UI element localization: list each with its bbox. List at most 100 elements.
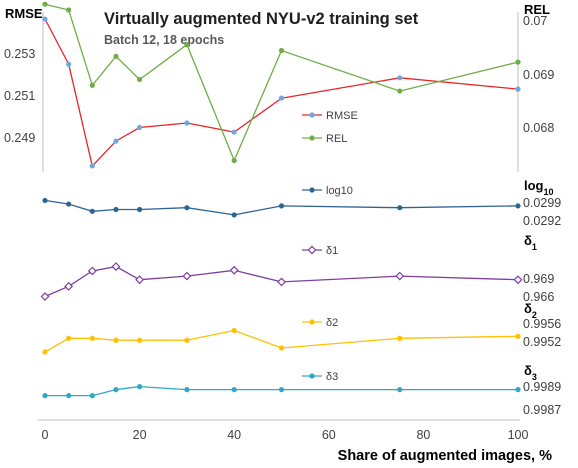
data-point-log10 — [231, 212, 237, 218]
data-point-log10 — [137, 206, 143, 213]
legend-marker — [309, 112, 315, 118]
series-line-REL — [44, 3, 519, 163]
series-line-δ1 — [44, 265, 519, 298]
data-point-RMSE — [113, 138, 119, 144]
right-axis-label-top: REL — [524, 2, 550, 17]
data-point-REL — [66, 7, 72, 13]
chart-subtitle: Batch 12, 18 epochs — [104, 33, 224, 47]
data-point-δ1 — [229, 265, 239, 275]
left-tick-label: 0.249 — [4, 131, 35, 145]
data-point-δ3 — [113, 387, 119, 393]
legend: RMSE REL log10 δ1 δ2 δ3 — [302, 110, 358, 383]
series-REL — [42, 1, 521, 164]
series-log10 — [42, 197, 521, 218]
data-point-δ3 — [397, 387, 403, 393]
data-point-REL — [184, 42, 190, 48]
data-point-log10 — [113, 206, 119, 213]
left-tick-label: 0.251 — [4, 89, 35, 103]
data-point-δ3 — [137, 384, 143, 390]
panel-d2: δ20.9956 0.9952 — [42, 301, 561, 355]
panels: REL0.070.0690.068RMSE0.2530.2510.249log1… — [4, 1, 561, 417]
data-point-δ1 — [64, 281, 74, 291]
data-point-δ1 — [111, 262, 121, 272]
data-point-REL — [515, 59, 521, 65]
right-tick-label-d1: 0.969 — [523, 272, 554, 286]
data-point-δ3 — [278, 387, 285, 393]
data-point-δ2 — [515, 333, 521, 339]
right-tick-label-log10: 0.0299 — [523, 196, 561, 210]
data-point-δ1 — [87, 266, 97, 276]
data-point-REL — [42, 1, 48, 7]
data-point-RMSE — [42, 16, 48, 22]
series-line-RMSE — [44, 18, 519, 168]
data-point-log10 — [397, 205, 403, 211]
legend-label: δ1 — [326, 245, 338, 257]
data-point-REL — [89, 82, 95, 88]
right-axis-label-d3: δ3 — [524, 363, 537, 382]
legend-marker — [309, 187, 315, 193]
series-line-log10 — [44, 199, 519, 216]
data-point-log10 — [66, 201, 72, 207]
data-point-δ3 — [184, 387, 190, 393]
data-point-δ2 — [137, 337, 143, 343]
chart-title: Virtually augmented NYU-v2 training set — [104, 10, 419, 28]
series-δ2 — [42, 327, 521, 355]
data-point-REL — [278, 47, 285, 54]
data-point-log10 — [89, 208, 95, 214]
data-point-δ2 — [231, 327, 237, 334]
data-point-δ2 — [66, 335, 72, 341]
series-line-δ2 — [44, 329, 519, 353]
legend-item-REL: REL — [302, 133, 347, 145]
right-tick-label-log10: 0.0292 — [523, 214, 561, 228]
data-point-δ1 — [40, 292, 50, 301]
right-tick-label-d1: 0.966 — [523, 290, 554, 304]
data-point-RMSE — [137, 124, 143, 131]
legend-item-log10: log10 — [302, 185, 353, 197]
data-point-δ3 — [66, 393, 72, 399]
data-point-log10 — [42, 197, 48, 204]
data-point-δ1 — [135, 275, 145, 285]
legend-item-δ3: δ3 — [302, 371, 338, 383]
x-tick-label: 0 — [42, 428, 49, 442]
x-tick-label: 20 — [133, 428, 147, 442]
right-tick-label-d3: 0.9989 — [523, 380, 561, 394]
data-point-δ2 — [113, 337, 119, 343]
data-point-log10 — [278, 203, 285, 209]
data-point-δ2 — [42, 349, 48, 355]
series-line-δ3 — [45, 385, 518, 397]
data-point-RMSE — [89, 163, 95, 169]
right-tick-label-d3: 0.9987 — [523, 403, 561, 417]
data-point-δ2 — [89, 335, 95, 341]
data-point-δ3 — [231, 387, 237, 393]
data-point-RMSE — [231, 129, 237, 135]
legend-item-δ1: δ1 — [302, 245, 338, 257]
data-point-REL — [137, 76, 143, 83]
right-tick-label-d2: 0.9952 — [523, 335, 561, 349]
series-δ3 — [42, 384, 521, 399]
legend-label: RMSE — [326, 110, 358, 122]
left-axis-label: RMSE — [5, 6, 43, 21]
data-point-log10 — [515, 203, 521, 209]
x-tick-label: 100 — [508, 428, 529, 442]
data-point-REL — [231, 157, 237, 164]
legend-label: log10 — [326, 185, 353, 197]
right-tick-label-d2: 0.9956 — [523, 317, 561, 331]
x-tick-label: 60 — [322, 428, 336, 442]
data-point-RMSE — [184, 120, 190, 126]
right-tick-label-top: 0.068 — [523, 121, 554, 135]
series-δ1 — [40, 262, 523, 301]
data-point-RMSE — [66, 61, 72, 67]
data-point-RMSE — [397, 75, 403, 81]
data-point-δ2 — [278, 345, 285, 351]
data-point-RMSE — [515, 86, 521, 92]
right-axis-label-d2: δ2 — [524, 301, 537, 320]
data-point-log10 — [184, 205, 190, 211]
legend-item-RMSE: RMSE — [302, 110, 358, 122]
legend-label: δ3 — [326, 371, 338, 383]
panel-log10: log10 0.0299 0.0292 — [42, 178, 561, 228]
left-tick-label: 0.253 — [4, 47, 35, 61]
data-point-δ1 — [395, 271, 405, 281]
